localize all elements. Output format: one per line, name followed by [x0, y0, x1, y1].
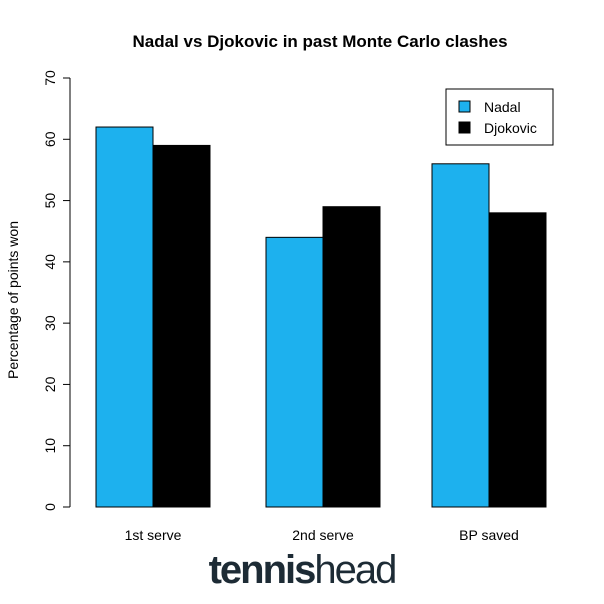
bar-djokovic-2 — [322, 206, 381, 508]
y-tick-label: 30 — [42, 315, 58, 331]
y-axis: 0 10 20 30 40 50 60 70 — [42, 70, 71, 511]
logo-part-2: head — [314, 548, 397, 592]
logo-part-1: tennis — [208, 548, 317, 592]
chart-title: Nadal vs Djokovic in past Monte Carlo cl… — [132, 32, 507, 51]
x-tick-label: 2nd serve — [292, 527, 354, 543]
bar-nadal-2 — [265, 236, 324, 508]
y-tick-label: 70 — [42, 70, 58, 86]
legend-swatch-djokovic — [458, 121, 471, 134]
y-tick-label: 40 — [42, 254, 58, 270]
bars — [95, 126, 547, 508]
y-tick-label: 0 — [42, 503, 58, 511]
y-tick-label: 10 — [42, 438, 58, 454]
x-tick-label: BP saved — [459, 527, 519, 543]
y-axis-label: Percentage of points won — [5, 221, 21, 379]
legend: Nadal Djokovic — [445, 88, 554, 146]
bar-nadal-1 — [95, 126, 154, 508]
x-axis-labels: 1st serve 2nd serve BP saved — [125, 527, 519, 543]
legend-swatch-nadal — [458, 100, 471, 113]
bar-nadal-3 — [431, 163, 490, 508]
tennishead-logo: tennishead — [0, 548, 604, 593]
legend-label-djokovic: Djokovic — [484, 120, 537, 136]
y-tick-label: 60 — [42, 131, 58, 147]
bar-djokovic-1 — [152, 144, 211, 508]
legend-label-nadal: Nadal — [484, 99, 521, 115]
legend-box — [445, 88, 554, 146]
bar-djokovic-3 — [488, 212, 547, 508]
x-tick-label: 1st serve — [125, 527, 182, 543]
y-tick-label: 50 — [42, 193, 58, 209]
y-tick-label: 20 — [42, 376, 58, 392]
